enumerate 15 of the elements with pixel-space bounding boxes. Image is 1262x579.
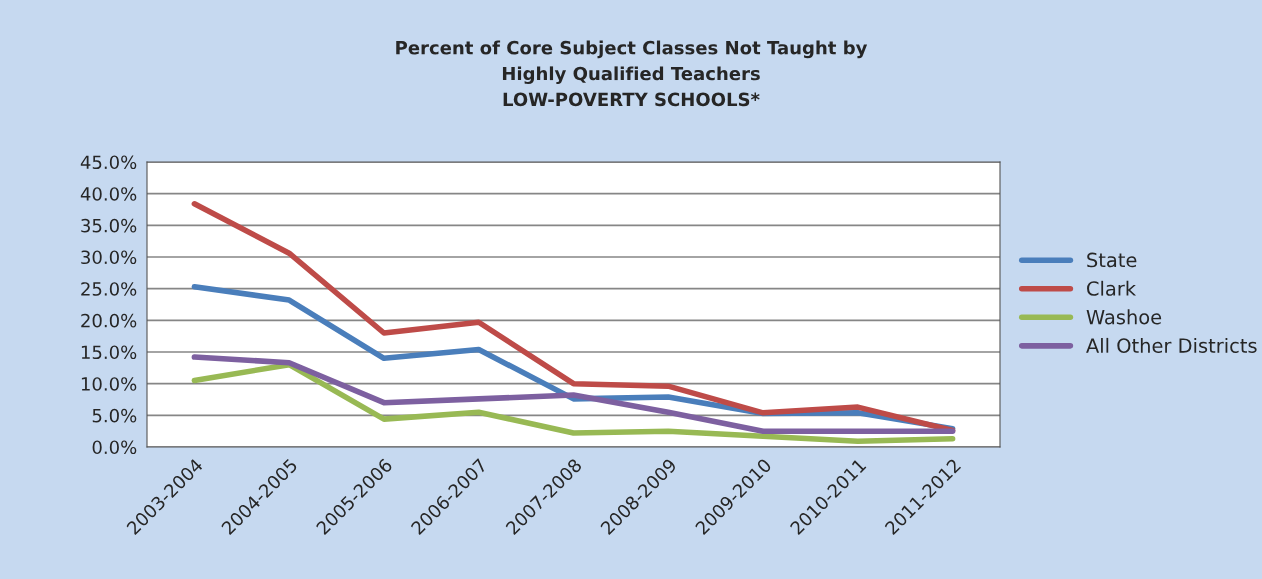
- y-tick-label: 0.0%: [92, 440, 137, 455]
- y-tick-label: 45.0%: [80, 155, 137, 170]
- y-tick-label: 20.0%: [81, 313, 137, 328]
- y-tick-label: 35.0%: [81, 218, 137, 233]
- legend-label: State: [1087, 252, 1137, 268]
- y-tick-label: 30.0%: [81, 250, 137, 265]
- y-tick-label: 15.0%: [81, 345, 137, 360]
- legend-label: Washoe: [1086, 309, 1162, 325]
- y-tick-label: 40.0%: [80, 187, 137, 201]
- y-tick-label: 5.0%: [92, 408, 137, 423]
- y-tick-label: 10.0%: [81, 377, 137, 391]
- legend-label: Clark: [1087, 280, 1137, 296]
- y-tick-label: 25.0%: [81, 282, 137, 296]
- chart-title: Percent of Core Subject Classes Not Taught by Highly Qualified Teachers LOW-POVERTY SCHOOLS*: [396, 40, 868, 107]
- legend-label: All Other Districts: [1086, 337, 1257, 353]
